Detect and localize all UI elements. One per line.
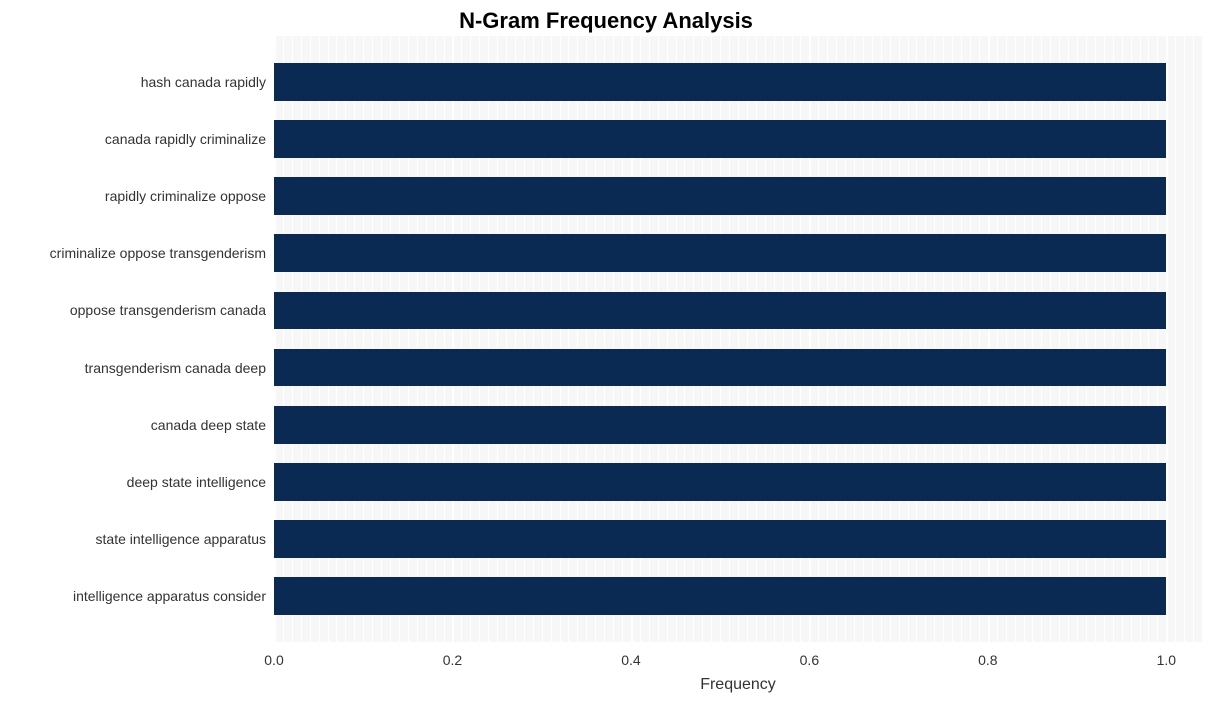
y-tick-label: deep state intelligence	[127, 474, 266, 490]
x-tick-label: 0.8	[978, 652, 997, 668]
bar	[274, 234, 1166, 272]
y-tick-label: transgenderism canada deep	[85, 360, 266, 376]
y-tick-label: rapidly criminalize oppose	[105, 188, 266, 204]
x-tick-label: 0.2	[443, 652, 462, 668]
y-tick-label: state intelligence apparatus	[96, 531, 266, 547]
y-tick-label: criminalize oppose transgenderism	[50, 245, 266, 261]
bar	[274, 63, 1166, 101]
x-tick-label: 0.0	[264, 652, 283, 668]
y-tick-label: canada rapidly criminalize	[105, 131, 266, 147]
bar	[274, 120, 1166, 158]
chart-canvas: N-Gram Frequency Analysis hash canada ra…	[0, 0, 1212, 701]
y-tick-label: intelligence apparatus consider	[73, 588, 266, 604]
bar	[274, 406, 1166, 444]
bar	[274, 520, 1166, 558]
chart-title: N-Gram Frequency Analysis	[0, 8, 1212, 34]
y-tick-label: hash canada rapidly	[141, 74, 266, 90]
bar	[274, 577, 1166, 615]
x-axis-title: Frequency	[274, 676, 1202, 694]
y-tick-label: oppose transgenderism canada	[70, 302, 266, 318]
gridline-minor	[1202, 36, 1203, 642]
x-tick-label: 0.6	[800, 652, 819, 668]
x-tick-label: 0.4	[621, 652, 640, 668]
x-tick-label: 1.0	[1157, 652, 1176, 668]
plot-area: hash canada rapidlycanada rapidly crimin…	[274, 36, 1202, 642]
bar	[274, 349, 1166, 387]
bar	[274, 177, 1166, 215]
bar	[274, 463, 1166, 501]
y-tick-label: canada deep state	[151, 417, 266, 433]
bar	[274, 292, 1166, 330]
